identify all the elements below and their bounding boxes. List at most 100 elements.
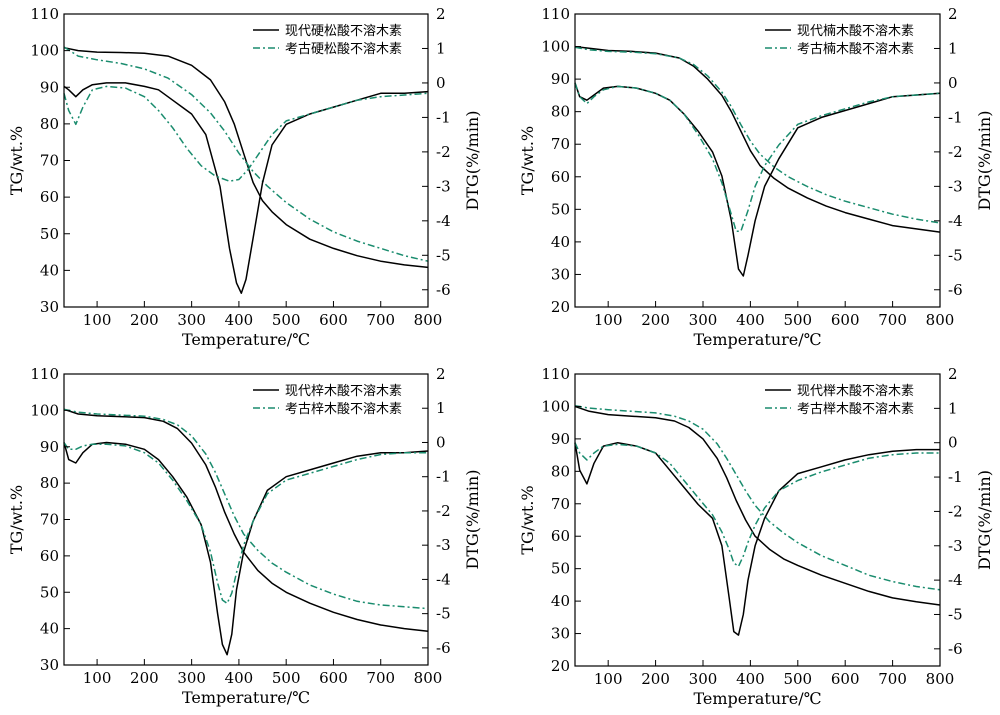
y-left-tick-label: 90 [551,70,570,88]
series-line-1 [63,408,429,632]
y-left-axis-title: TG/wt.% [518,485,537,554]
x-tick-label: 300 [689,311,718,329]
x-tick-label: 100 [83,669,112,687]
x-axis-title: Temperature/℃ [693,330,821,349]
y-right-tick-label: 2 [436,365,446,383]
legend-label: 考古榉木酸不溶木素 [797,402,914,417]
y-left-tick-label: 100 [541,397,570,415]
y-left-tick-label: 20 [551,298,570,316]
x-axis-title: Temperature/℃ [182,688,310,707]
chart-panel-3: 100 200 300 400 500 600 700 8003040506070809010… [7,365,482,707]
series-line-4 [574,442,940,568]
y-left-tick-label: 30 [551,625,570,643]
y-right-tick-label: -1 [436,468,451,486]
y-left-axis-title: TG/wt.% [7,485,26,554]
x-tick-label: 700 [366,669,395,687]
y-left-tick-label: 40 [551,592,570,610]
legend-label: 考古硬松酸不溶木素 [285,42,402,57]
y-left-tick-label: 70 [551,135,570,153]
plot-frame [63,373,429,666]
x-tick-label: 800 [414,311,443,329]
x-tick-label: 600 [831,670,860,688]
y-right-tick-label: -5 [436,605,451,623]
y-left-tick-label: 70 [40,152,59,170]
y-right-tick-label: -6 [948,640,963,658]
x-tick-label: 400 [225,311,254,329]
x-tick-label: 700 [878,670,907,688]
y-left-axis-title: TG/wt.% [7,126,26,195]
plot-frame [574,13,941,308]
y-right-tick-label: -2 [436,143,451,161]
x-tick-label: 100 [594,311,623,329]
x-tick-label: 500 [783,311,812,329]
series-line-4 [574,82,941,232]
y-right-tick-label: -5 [948,605,963,623]
y-left-tick-label: 30 [40,656,59,674]
y-left-tick-label: 60 [551,168,570,186]
y-right-tick-label: -3 [948,177,963,195]
series-line-1 [574,405,941,606]
y-left-axis-title: TG/wt.% [518,126,537,195]
x-tick-label: 400 [225,669,254,687]
x-axis-title: Temperature/℃ [182,330,310,349]
y-left-tick-label: 30 [551,265,570,283]
y-right-axis-title: DTG(%/min) [975,111,994,211]
y-right-tick-label: -2 [948,143,963,161]
x-tick-label: 800 [414,669,443,687]
x-tick-label: 100 [83,311,112,329]
x-tick-label: 400 [736,670,765,688]
y-right-tick-label: -1 [436,108,451,126]
series-line-3 [63,82,429,294]
legend-label: 现代硬松酸不溶木素 [285,24,402,39]
x-tick-label: 100 [594,670,623,688]
series-line-4 [63,442,428,605]
x-tick-label: 600 [319,311,348,329]
y-right-tick-label: 2 [948,365,958,383]
y-right-tick-label: -6 [436,281,451,299]
y-right-tick-label: -1 [948,108,963,126]
y-left-tick-label: 80 [551,103,570,121]
x-tick-label: 300 [177,311,206,329]
y-left-tick-label: 100 [30,401,59,419]
y-right-tick-label: 0 [436,433,446,451]
y-left-tick-label: 110 [541,365,570,383]
y-right-axis-title: DTG(%/min) [975,470,994,570]
y-right-axis-title: DTG(%/min) [463,111,482,211]
series-line-2 [63,408,429,610]
y-right-tick-label: -6 [948,281,963,299]
y-right-tick-label: 0 [436,74,446,92]
x-tick-label: 500 [272,311,301,329]
y-right-axis-title: DTG(%/min) [463,470,482,570]
plot-frame [574,373,941,667]
legend-label: 现代梓木酸不溶木素 [285,384,402,399]
series-line-1 [63,46,429,269]
series-line-3 [574,441,940,636]
x-tick-label: 200 [130,311,159,329]
y-right-tick-label: -3 [436,177,451,195]
series-line-1 [574,45,941,233]
x-tick-label: 200 [641,311,670,329]
x-tick-label: 700 [366,311,395,329]
series-line-2 [63,46,429,262]
series-line-2 [574,405,941,591]
y-left-tick-label: 100 [541,38,570,56]
y-left-tick-label: 70 [40,511,59,529]
y-right-tick-label: 0 [948,434,958,452]
chart-panel-1: 100 200 300 400 500 600 700 8003040506070809010… [7,5,482,349]
y-left-tick-label: 60 [40,547,59,565]
y-left-tick-label: 50 [40,225,59,243]
x-tick-label: 800 [926,670,955,688]
x-tick-label: 600 [831,311,860,329]
y-left-tick-label: 90 [40,438,59,456]
y-left-tick-label: 50 [551,560,570,578]
y-right-tick-label: 1 [436,399,446,417]
y-right-tick-label: 1 [436,39,446,57]
y-right-tick-label: -5 [948,246,963,264]
y-right-tick-label: -2 [948,502,963,520]
series-line-3 [63,441,429,656]
legend-label: 考古梓木酸不溶木素 [285,402,402,417]
y-right-tick-label: -3 [948,537,963,555]
